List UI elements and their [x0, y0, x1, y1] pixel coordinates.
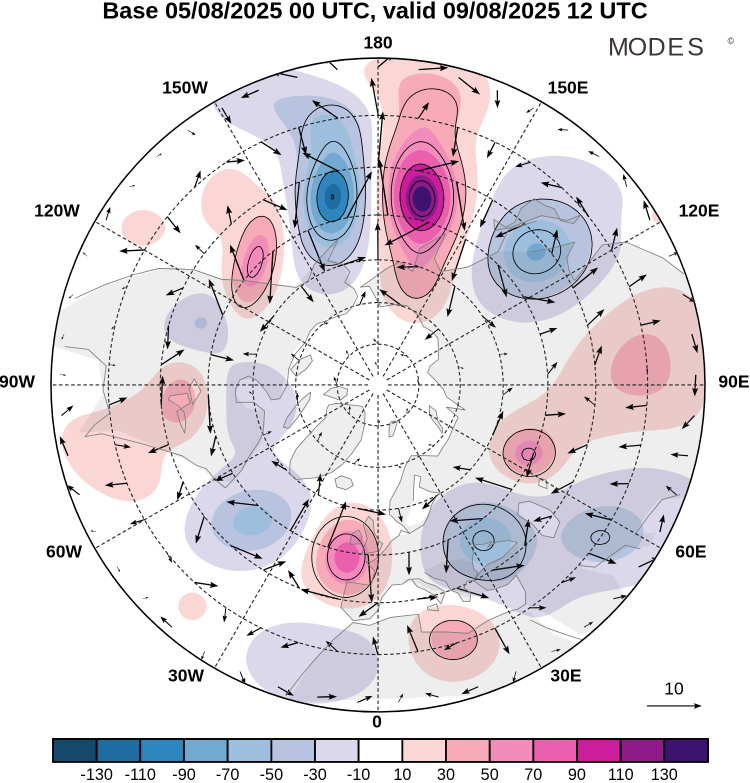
- svg-text:120E: 120E: [679, 201, 720, 221]
- svg-text:110: 110: [608, 766, 634, 783]
- svg-text:180: 180: [363, 32, 392, 52]
- svg-text:30: 30: [437, 766, 455, 783]
- svg-text:90E: 90E: [718, 371, 749, 391]
- svg-text:S: S: [687, 33, 704, 61]
- svg-text:10: 10: [664, 679, 684, 699]
- svg-text:-50: -50: [260, 766, 283, 783]
- svg-text:10: 10: [393, 766, 411, 783]
- svg-text:60E: 60E: [675, 541, 706, 561]
- svg-text:©: ©: [727, 36, 734, 46]
- svg-text:Base 05/08/2025 00 UTC, valid: Base 05/08/2025 00 UTC, valid 09/08/2025…: [102, 0, 647, 24]
- svg-text:O: O: [628, 33, 647, 61]
- svg-text:70: 70: [524, 766, 542, 783]
- svg-text:30E: 30E: [550, 665, 581, 685]
- svg-text:E: E: [667, 33, 684, 61]
- svg-text:-110: -110: [125, 766, 156, 783]
- svg-text:130: 130: [651, 766, 678, 783]
- svg-text:60W: 60W: [46, 541, 82, 561]
- svg-text:120W: 120W: [34, 201, 80, 221]
- svg-text:0: 0: [372, 711, 382, 731]
- svg-text:-130: -130: [80, 766, 113, 783]
- svg-text:90: 90: [568, 766, 586, 783]
- svg-text:M: M: [608, 33, 629, 61]
- svg-text:D: D: [648, 33, 666, 61]
- svg-text:-30: -30: [303, 766, 326, 783]
- svg-text:90W: 90W: [0, 371, 35, 391]
- svg-text:-90: -90: [172, 766, 195, 783]
- svg-text:150W: 150W: [162, 77, 208, 97]
- svg-text:-70: -70: [216, 766, 239, 783]
- svg-text:30W: 30W: [168, 665, 204, 685]
- svg-text:50: 50: [481, 766, 499, 783]
- svg-text:150E: 150E: [548, 77, 589, 97]
- svg-text:-10: -10: [347, 766, 370, 783]
